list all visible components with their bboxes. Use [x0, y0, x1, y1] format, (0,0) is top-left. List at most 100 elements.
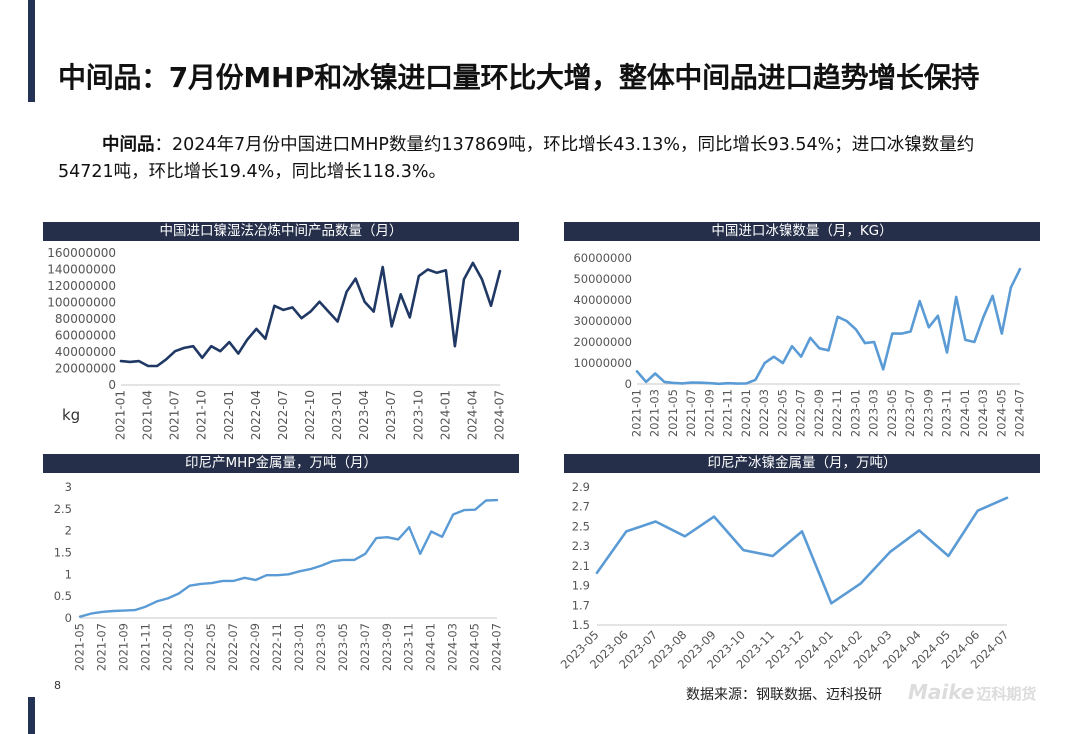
nickel_matte_import-ytick-label: 10000000	[573, 356, 632, 370]
page-title: 中间品：7月份MHP和冰镍进口量环比大增，整体中间品进口趋势增长保持	[58, 61, 980, 94]
nickel_matte_import-xtick-label: 2021-09	[702, 389, 716, 437]
summary-lead: 中间品	[102, 135, 155, 155]
mhp_import-ytick-label: 60000000	[55, 329, 116, 343]
nickel_matte_import-ytick-label: 30000000	[573, 314, 632, 328]
nickel_matte_import-xtick-label: 2022-11	[830, 389, 844, 437]
indonesia_mhp-xtick-label: 2023-03	[314, 623, 328, 671]
brand-latin: Maike	[908, 680, 975, 704]
indonesia_mhp-ytick-label: 2.5	[54, 502, 72, 516]
indonesia_mhp-xtick-label: 2023-11	[402, 623, 416, 671]
indonesia_mhp-xtick-label: 2024-05	[468, 623, 482, 671]
mhp_import-xtick-label: 2024-07	[493, 390, 507, 440]
indonesia_nickel_matte-ytick-label: 2.9	[572, 480, 590, 494]
indonesia_nickel_matte-ytick-label: 2.7	[572, 500, 590, 514]
summary-paragraph: 中间品：2024年7月份中国进口MHP数量约137869吨，环比增长43.13%…	[58, 132, 1028, 186]
nickel_matte_import-xtick-label: 2022-09	[812, 389, 826, 437]
nickel_matte_import-xtick-label: 2023-01	[848, 389, 862, 437]
accent-bar-bottom	[28, 697, 35, 734]
mhp_import-xtick-label: 2023-10	[411, 390, 425, 440]
indonesia_nickel_matte-ytick-label: 2.3	[572, 539, 590, 553]
indonesia_mhp-series-line	[78, 498, 499, 618]
mhp_import-xtick-label: 2022-10	[303, 390, 317, 440]
nickel_matte_import-xtick-label: 2021-01	[630, 389, 644, 437]
nickel_matte_import-ytick-label: 0	[625, 377, 632, 391]
indonesia_mhp-xtick-label: 2022-01	[160, 623, 174, 671]
nickel_matte_import-xtick-label: 2021-03	[648, 389, 662, 437]
nickel_matte_import-xtick-label: 2023-11	[940, 389, 954, 437]
chart-title-indonesia-mhp: 印尼产MHP金属量，万吨（月）	[43, 454, 519, 473]
chart-title-nickel-matte-import: 中国进口冰镍数量（月，KG）	[564, 222, 1040, 241]
indonesia_mhp-ytick-label: 3	[65, 480, 72, 494]
nickel_matte_import-ytick-label: 60000000	[573, 251, 632, 265]
indonesia_nickel_matte-ytick-label: 1.7	[572, 598, 590, 612]
indonesia_mhp-xtick-label: 2022-07	[226, 623, 240, 671]
nickel_matte_import-series-line	[635, 267, 1022, 386]
nickel_matte_import-xtick-label: 2021-11	[721, 389, 735, 437]
indonesia_mhp-ytick-label: 1	[65, 567, 72, 581]
mhp_import-ytick-label: 0	[108, 378, 116, 392]
indonesia_mhp-xtick-label: 2022-03	[182, 623, 196, 671]
nickel_matte_import-xtick-label: 2021-07	[684, 389, 698, 437]
mhp_import-xtick-label: 2023-04	[357, 390, 371, 440]
nickel_matte_import-xtick-label: 2023-03	[867, 389, 881, 437]
indonesia_mhp-ytick-label: 0	[65, 611, 72, 625]
mhp_import-xtick-label: 2024-04	[465, 390, 479, 440]
mhp_import-ytick-label: 120000000	[47, 279, 116, 293]
indonesia_mhp-xtick-label: 2022-09	[248, 623, 262, 671]
indonesia_nickel_matte-ytick-label: 1.5	[572, 618, 590, 632]
nickel_matte_import-xtick-label: 2024-01	[958, 389, 972, 437]
nickel_matte_import-xtick-label: 2023-05	[885, 389, 899, 437]
indonesia_mhp-xtick-label: 2023-01	[292, 623, 306, 671]
mhp_import-ytick-label: 20000000	[55, 362, 116, 376]
mhp_import-ytick-label: 160000000	[47, 246, 116, 260]
mhp_import-xtick-label: 2021-07	[168, 390, 182, 440]
chart-title-mhp-import: 中国进口镍湿法冶炼中间产品数量（月）	[43, 222, 519, 241]
nickel_matte_import-xtick-label: 2023-07	[903, 389, 917, 437]
mhp_import-xtick-label: 2021-10	[195, 390, 209, 440]
mhp_import-unit-label: kg	[62, 406, 80, 424]
nickel_matte_import-xtick-label: 2024-05	[994, 389, 1008, 437]
nickel_matte_import-xtick-label: 2024-03	[976, 389, 990, 437]
brand-cn: 迈科期货	[976, 685, 1037, 703]
indonesia_mhp-xtick-label: 2024-03	[446, 623, 460, 671]
indonesia_nickel_matte-series-line	[595, 496, 1009, 605]
brand-logo: Maike 迈科期货	[908, 680, 1036, 704]
nickel_matte_import-xtick-label: 2022-03	[757, 389, 771, 437]
chart-title-indonesia-nickel-matte: 印尼产冰镍金属量（月，万吨）	[564, 454, 1040, 473]
mhp_import-ytick-label: 100000000	[47, 296, 116, 310]
indonesia_mhp-xtick-label: 2021-07	[94, 623, 108, 671]
nickel_matte_import-xtick-label: 2021-05	[666, 389, 680, 437]
indonesia_mhp-xtick-label: 2022-11	[270, 623, 284, 671]
page-number: 8	[54, 679, 61, 692]
nickel_matte_import-xtick-label: 2022-07	[794, 389, 808, 437]
indonesia_mhp-xtick-label: 2024-07	[490, 623, 504, 671]
mhp_import-xtick-label: 2021-04	[141, 390, 155, 440]
indonesia_mhp-xtick-label: 2023-07	[358, 623, 372, 671]
mhp_import-xtick-label: 2023-07	[384, 390, 398, 440]
indonesia_nickel_matte-ytick-label: 1.9	[572, 579, 590, 593]
summary-text: ：2024年7月份中国进口MHP数量约137869吨，环比增长43.13%，同比…	[58, 135, 975, 182]
indonesia_mhp-xtick-label: 2021-09	[116, 623, 130, 671]
nickel_matte_import-xtick-label: 2022-01	[739, 389, 753, 437]
mhp_import-xtick-label: 2021-01	[114, 390, 128, 440]
nickel_matte_import-ytick-label: 40000000	[573, 293, 632, 307]
indonesia_mhp-xtick-label: 2023-05	[336, 623, 350, 671]
indonesia_mhp-xtick-label: 2021-05	[73, 623, 87, 671]
mhp_import-ytick-label: 40000000	[55, 345, 116, 359]
nickel_matte_import-ytick-label: 20000000	[573, 335, 632, 349]
accent-bar-top	[28, 0, 35, 102]
indonesia_nickel_matte-ytick-label: 2.1	[572, 559, 590, 573]
indonesia_mhp-ytick-label: 2	[65, 524, 72, 538]
indonesia_mhp-xtick-label: 2021-11	[138, 623, 152, 671]
nickel_matte_import-ytick-label: 50000000	[573, 272, 632, 286]
mhp_import-xtick-label: 2022-04	[249, 390, 263, 440]
data-source-note: 数据来源：钢联数据、迈科投研	[686, 687, 882, 703]
indonesia_nickel_matte-ytick-label: 2.5	[572, 519, 590, 533]
mhp_import-xtick-label: 2022-01	[222, 390, 236, 440]
indonesia_mhp-xtick-label: 2023-09	[380, 623, 394, 671]
indonesia_mhp-xtick-label: 2024-01	[424, 623, 438, 671]
mhp_import-xtick-label: 2024-01	[438, 390, 452, 440]
indonesia_mhp-xtick-label: 2022-05	[204, 623, 218, 671]
nickel_matte_import-xtick-label: 2024-07	[1013, 389, 1027, 437]
